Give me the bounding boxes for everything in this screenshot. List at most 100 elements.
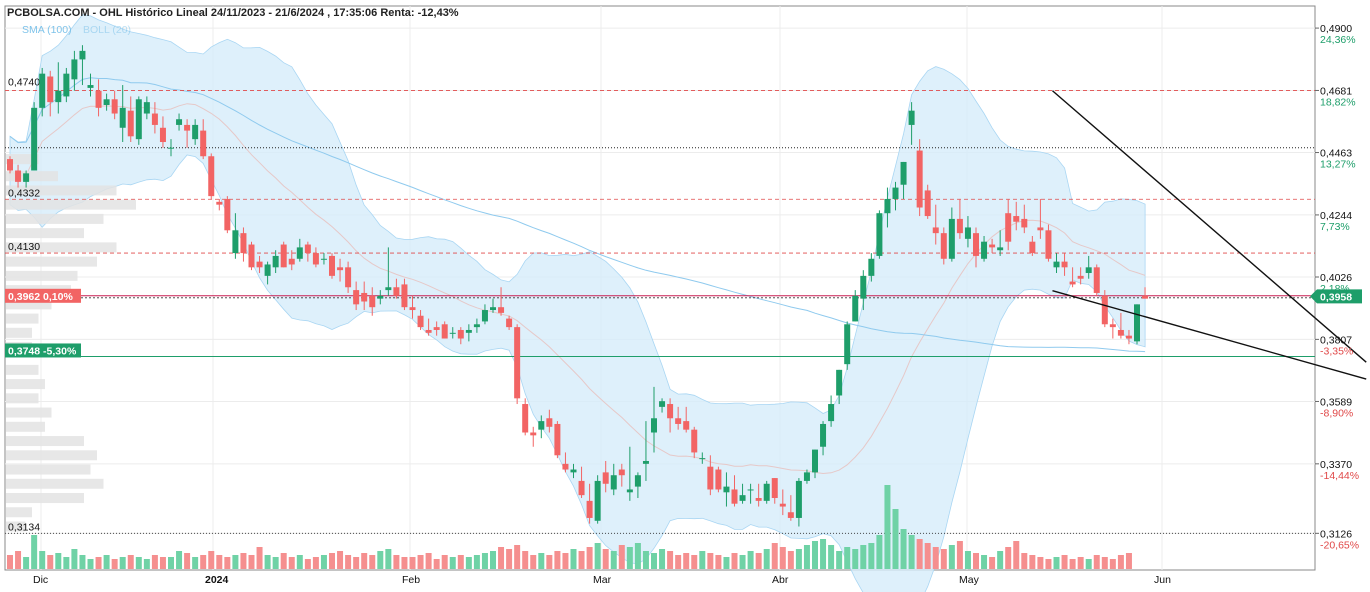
candle-body — [1134, 304, 1140, 342]
candle-body — [353, 290, 360, 305]
candle-body — [1053, 261, 1060, 268]
reference-tag — [5, 288, 81, 303]
volume-bar — [1117, 555, 1124, 569]
candle-body — [554, 423, 561, 456]
candle-body — [594, 480, 601, 521]
volume-bar — [1093, 555, 1100, 569]
volume-bar — [691, 555, 698, 569]
volume-profile-bar — [6, 521, 26, 532]
volume-profile-bar — [6, 493, 84, 504]
candle-body — [538, 421, 545, 430]
volume-bar — [345, 555, 352, 569]
volume-bar — [409, 557, 416, 569]
candle-body — [345, 267, 352, 288]
price-tags: 0,3962 0,10% 0,3748 -5,30% 0,3958 — [5, 288, 1362, 358]
candle-body — [369, 295, 376, 308]
candle-body — [47, 76, 54, 103]
candle-body — [449, 332, 456, 334]
volume-bar — [1077, 557, 1084, 569]
volume-profile-bar — [6, 407, 52, 418]
x-tick-label: Mar — [593, 574, 612, 586]
volume-bar — [31, 535, 38, 569]
volume-bar — [304, 559, 311, 569]
candle-body — [667, 404, 674, 419]
volume-bar — [594, 543, 601, 569]
volume-bar — [554, 551, 561, 569]
candle-body — [956, 218, 963, 234]
volume-bar — [506, 549, 513, 569]
candle-body — [385, 287, 392, 291]
candle-body — [498, 307, 505, 313]
candle-body — [771, 478, 778, 499]
volume-bar — [119, 557, 126, 569]
volume-bar — [7, 555, 13, 569]
y-tick-label: 0,3126 — [1320, 528, 1352, 540]
candle-body — [103, 99, 110, 105]
volume-bar — [393, 555, 400, 569]
candle-body — [675, 418, 682, 424]
candle-body — [304, 244, 311, 254]
candle-body — [393, 287, 400, 296]
volume-profile-bar — [6, 270, 78, 281]
support-tag-label: 0,3748 -5,30% — [8, 345, 77, 357]
candle-body — [522, 404, 529, 433]
volume-bar — [1125, 553, 1132, 569]
candle-body — [1013, 216, 1020, 222]
candle-body — [200, 130, 207, 157]
volume-profile-bar — [6, 421, 45, 432]
candle-body — [755, 498, 762, 501]
candle-body — [900, 161, 907, 185]
volume-bar — [385, 549, 392, 569]
volume-bar — [208, 551, 215, 569]
candle-body — [409, 307, 416, 311]
candle-body — [95, 90, 102, 108]
candle-body — [15, 170, 22, 182]
candle-body — [1045, 230, 1052, 259]
y-tick-label: 0,4244 — [1320, 210, 1352, 222]
volume-bar — [530, 555, 537, 569]
candle-body — [1037, 227, 1044, 231]
bollinger-band-area — [9, 14, 1146, 592]
volume-bar — [449, 557, 456, 569]
candle-body — [820, 423, 827, 447]
x-axis: Dic 2024 Feb Mar Abr May Jun — [33, 574, 1171, 586]
candle-body — [1029, 241, 1036, 254]
candle-body — [1077, 275, 1084, 279]
candle-body — [1069, 281, 1076, 285]
level-label: 0,3134 — [8, 521, 40, 533]
candle-body — [63, 73, 70, 97]
volume-bar — [1045, 559, 1052, 569]
candle-body — [715, 469, 722, 490]
volume-bar — [973, 553, 979, 569]
y-tick-label: 0,4900 — [1320, 23, 1352, 35]
candle-body — [964, 227, 971, 239]
volume-bar — [232, 555, 239, 569]
candle-body — [1109, 324, 1116, 328]
candle-body — [860, 275, 867, 299]
candle-body — [699, 458, 706, 460]
current-price-label: 0,3958 — [1320, 291, 1352, 303]
volume-bar — [288, 557, 295, 569]
volume-bar — [892, 509, 899, 569]
bollinger-middle-line — [9, 103, 1146, 475]
candle-body — [707, 466, 714, 490]
volume-bar — [1053, 557, 1060, 569]
x-tick-label: 2024 — [205, 574, 229, 586]
candle-body — [876, 213, 883, 256]
candle-body — [530, 432, 537, 436]
candle-body — [828, 404, 835, 422]
candle-body — [465, 329, 472, 333]
candle-body — [1101, 295, 1108, 325]
volume-bar — [940, 549, 947, 569]
chart-title: PCBOLSA.COM - OHL Histórico Lineal 24/11… — [7, 7, 459, 19]
level-label: 0,4332 — [8, 187, 40, 199]
volume-bar — [908, 535, 915, 569]
volume-bar — [498, 547, 505, 569]
volume-bar — [586, 547, 593, 569]
current-price-tag — [1310, 289, 1362, 304]
candle-body — [651, 418, 657, 433]
candle-body — [248, 244, 255, 268]
volume-bar — [546, 555, 553, 569]
reference-tag-label: 0,3962 0,10% — [8, 291, 73, 303]
